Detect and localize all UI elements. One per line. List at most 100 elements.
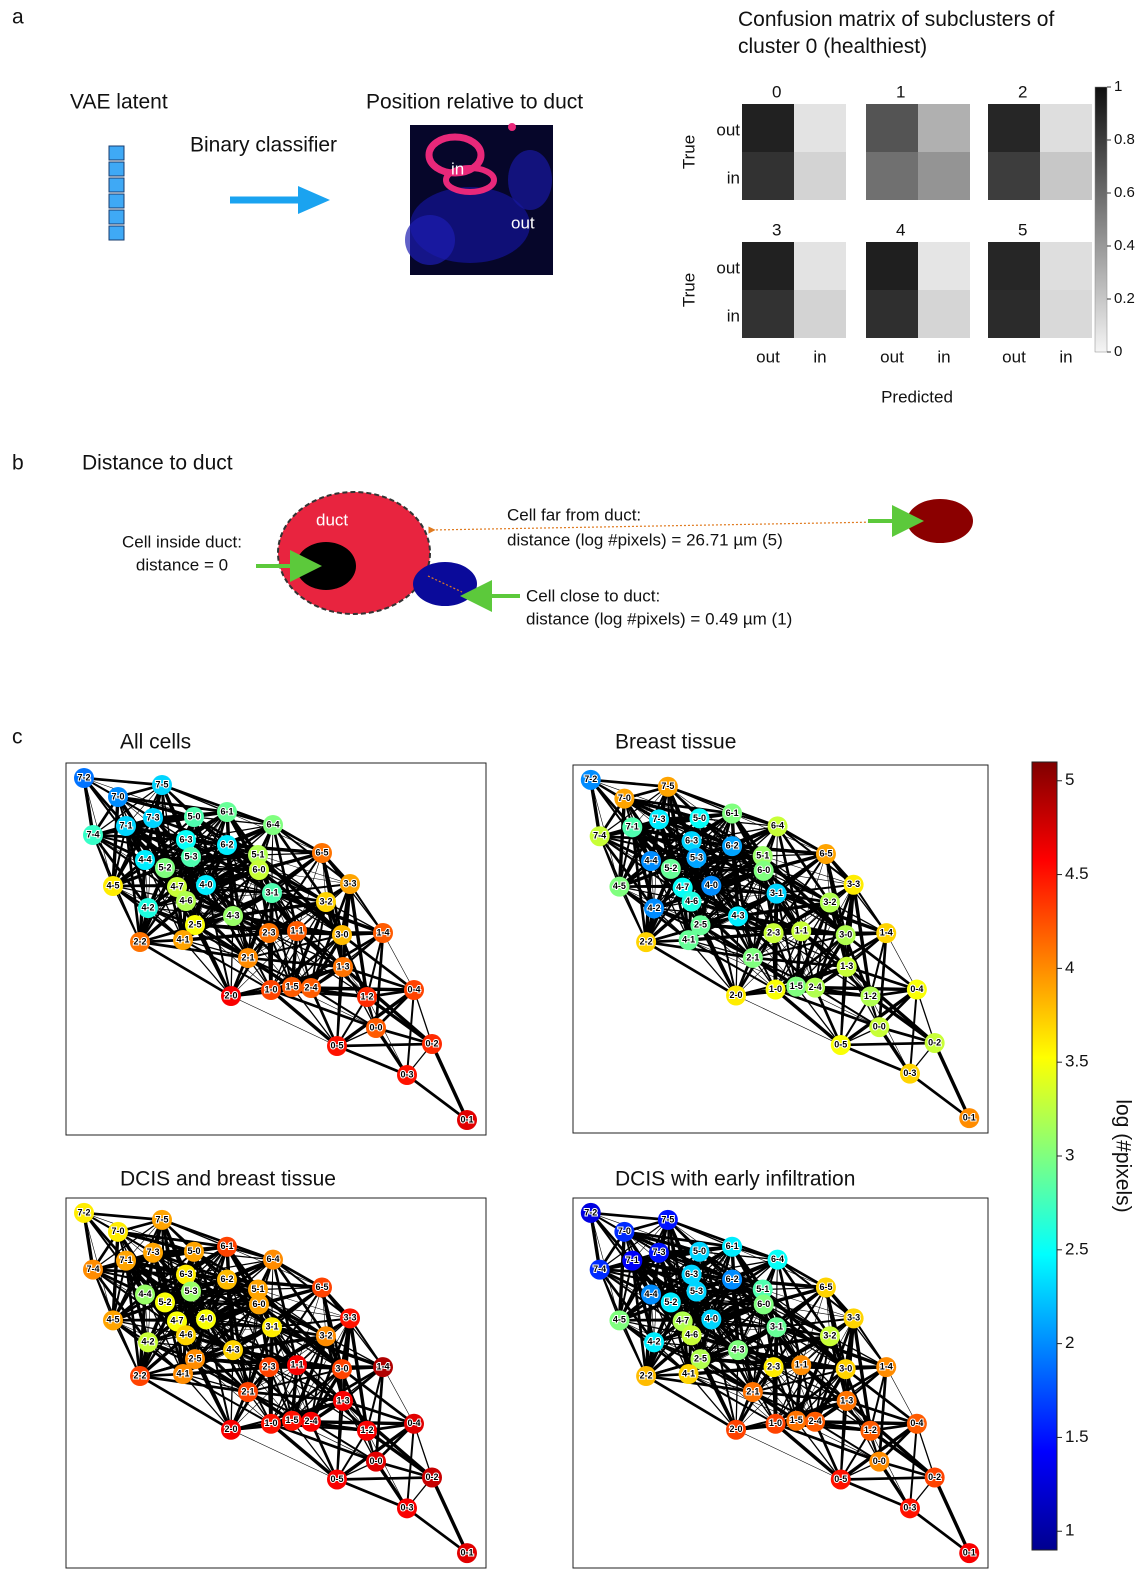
- tick-label: 4: [1065, 958, 1074, 977]
- col-label: in: [937, 347, 950, 366]
- node-label: 5-2: [664, 1297, 677, 1307]
- node-label: 7-4: [593, 831, 606, 841]
- node-label: 7-1: [119, 1255, 132, 1265]
- node-label: 0-3: [400, 1503, 413, 1513]
- row-label: out: [716, 258, 740, 277]
- node-label: 3-1: [265, 887, 278, 897]
- matrix-cell: [866, 290, 918, 338]
- y-axis-title: True: [679, 273, 698, 307]
- node-label: 2-1: [746, 952, 759, 962]
- node-label: 3-2: [319, 1331, 332, 1341]
- node-label: 7-3: [652, 1247, 665, 1257]
- node-label: 0-5: [834, 1039, 847, 1049]
- row-label: out: [716, 120, 740, 139]
- node-label: 0-4: [910, 1418, 923, 1428]
- node-label: 0-5: [330, 1474, 343, 1484]
- node-label: 1-3: [840, 1395, 853, 1405]
- node-label: 6-5: [315, 847, 328, 857]
- matrix-cell: [918, 152, 970, 200]
- node-label: 0-3: [903, 1068, 916, 1078]
- annotation: distance = 0: [136, 555, 228, 574]
- node-label: 4-3: [226, 1345, 239, 1355]
- matrix-cell: [794, 152, 846, 200]
- node-label: 5-3: [184, 1286, 197, 1296]
- node-label: 3-3: [847, 879, 860, 889]
- node-label: 0-1: [460, 1547, 473, 1557]
- edge: [910, 990, 917, 1074]
- matrix-cell: [988, 290, 1040, 338]
- classifier-arrow: [230, 186, 330, 214]
- graph-title: DCIS and breast tissue: [120, 1168, 336, 1191]
- matrix-cell: [1040, 104, 1092, 152]
- node-label: 2-3: [767, 1361, 780, 1371]
- tick-label: 0: [1114, 343, 1122, 360]
- node-label: 3-3: [847, 1313, 860, 1323]
- node-label: 2-5: [694, 920, 707, 930]
- node-label: 6-0: [757, 865, 770, 875]
- node-label: 6-0: [757, 1299, 770, 1309]
- node-label: 7-5: [155, 779, 168, 789]
- node-label: 4-7: [170, 881, 183, 891]
- node-label: 2-4: [304, 1416, 317, 1426]
- node-label: 0-5: [330, 1040, 343, 1050]
- node-label: 4-0: [705, 880, 718, 890]
- node-label: 4-2: [648, 1337, 661, 1347]
- node-label: 6-5: [315, 1282, 328, 1292]
- node-label: 2-0: [730, 1424, 743, 1434]
- node-label: 6-0: [252, 864, 265, 874]
- node-label: 2-2: [640, 936, 653, 946]
- matrix-cell: [742, 104, 794, 152]
- node-label: 2-3: [262, 927, 275, 937]
- tick-label: 0.2: [1114, 290, 1135, 307]
- node-label: 5-3: [690, 852, 703, 862]
- node-label: 6-2: [726, 840, 739, 850]
- edge: [407, 990, 414, 1075]
- node-label: 5-2: [158, 862, 171, 872]
- confusion-title: Confusion matrix of subclusters of clust…: [738, 6, 1118, 60]
- node-label: 0-1: [963, 1547, 976, 1557]
- node-label: 2-1: [746, 1386, 759, 1396]
- node-label: 0-2: [928, 1472, 941, 1482]
- node-label: 0-0: [873, 1456, 886, 1466]
- matrix-title: 5: [1018, 220, 1027, 239]
- node-label: 1-1: [795, 926, 808, 936]
- node-label: 4-7: [676, 1316, 689, 1326]
- node-label: 4-1: [682, 1368, 695, 1378]
- node-label: 7-0: [618, 793, 631, 803]
- node-label: 1-0: [264, 984, 277, 994]
- node-label: 4-3: [732, 911, 745, 921]
- node-label: 5-0: [693, 813, 706, 823]
- node-label: 2-5: [188, 919, 201, 929]
- node-label: 2-4: [809, 1416, 822, 1426]
- node-label: 3-2: [823, 1331, 836, 1341]
- node-label: 7-1: [626, 822, 639, 832]
- image-label: in: [451, 159, 464, 178]
- node-label: 0-1: [460, 1114, 473, 1124]
- node-label: 6-4: [771, 1254, 784, 1264]
- tick-label: 2.5: [1065, 1239, 1089, 1258]
- tick-label: 0.6: [1114, 184, 1135, 201]
- graph-title: Breast tissue: [615, 731, 736, 754]
- node-label: 1-2: [864, 991, 877, 1001]
- x-axis-title: Predicted: [881, 387, 953, 406]
- panel-title: Distance to duct: [82, 452, 233, 475]
- node-label: 4-6: [179, 895, 192, 905]
- matrix-cell: [1040, 290, 1092, 338]
- node-label: 0-5: [834, 1474, 847, 1484]
- node-label: 2-4: [304, 982, 317, 992]
- node-label: 1-0: [769, 984, 782, 994]
- graph-title: All cells: [120, 731, 191, 754]
- position-title: Position relative to duct: [366, 91, 583, 114]
- panel-label: c: [12, 726, 23, 749]
- node-label: 4-1: [176, 934, 189, 944]
- node-label: 0-0: [369, 1456, 382, 1466]
- annotation: distance (log #pixels) = 26.71 µm (5): [507, 530, 783, 549]
- node-label: 5-3: [690, 1286, 703, 1296]
- node-label: 1-1: [795, 1359, 808, 1369]
- annotation: Cell far from duct:: [507, 505, 641, 524]
- node-label: 7-3: [146, 812, 159, 822]
- node-label: 3-0: [839, 930, 852, 940]
- node-label: 1-2: [864, 1425, 877, 1435]
- node-label: 1-1: [290, 1359, 303, 1369]
- node-label: 6-1: [220, 1241, 233, 1251]
